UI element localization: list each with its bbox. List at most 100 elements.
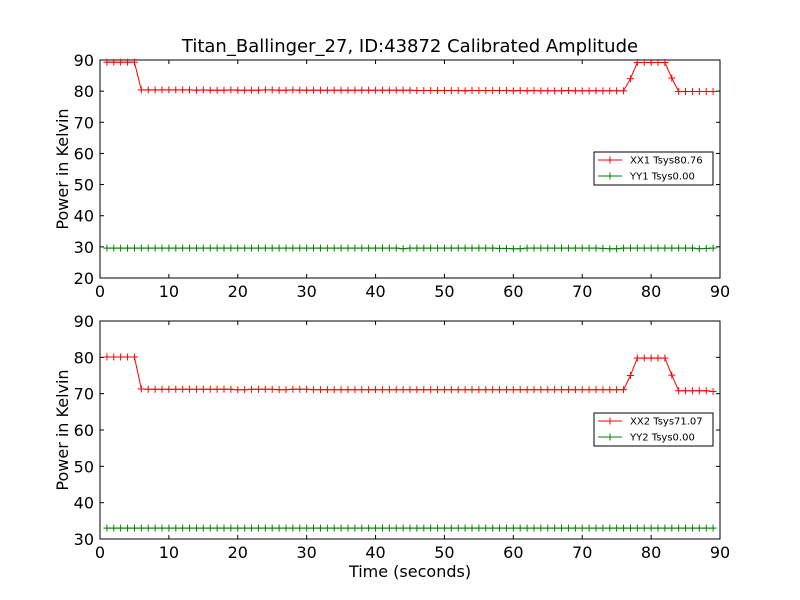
data-point (110, 524, 118, 532)
data-point (709, 387, 717, 395)
data-point (564, 386, 572, 394)
data-point (482, 87, 490, 95)
data-point (365, 244, 373, 252)
data-point (337, 386, 345, 394)
series-yy2 (103, 524, 717, 532)
axes-frame (99, 59, 721, 279)
data-point (654, 58, 662, 66)
x-axis-label: Time (seconds) (348, 562, 471, 581)
data-point (316, 524, 324, 532)
data-point (399, 524, 407, 532)
data-point (544, 244, 552, 252)
data-point (151, 385, 159, 393)
data-point (378, 386, 386, 394)
data-point (103, 244, 111, 252)
data-point (151, 524, 159, 532)
data-point (516, 524, 524, 532)
data-point (578, 87, 586, 95)
data-point (137, 385, 145, 393)
data-point (420, 87, 428, 95)
data-point (551, 87, 559, 95)
data-point (599, 386, 607, 394)
data-point (675, 87, 683, 95)
data-point (303, 524, 311, 532)
data-point (227, 86, 235, 94)
data-point (551, 244, 559, 252)
x-tick-label: 20 (228, 543, 248, 562)
data-point (124, 353, 132, 361)
data-point (640, 58, 648, 66)
data-point (351, 244, 359, 252)
data-point (179, 385, 187, 393)
data-point (385, 386, 393, 394)
data-point (420, 244, 428, 252)
data-point (544, 386, 552, 394)
data-point (496, 87, 504, 95)
data-point (695, 524, 703, 532)
data-point (427, 87, 435, 95)
legend: XX2 Tsys71.07 YY2 Tsys0.00 (593, 412, 714, 447)
data-point (392, 386, 400, 394)
data-point (633, 354, 641, 362)
data-point (606, 386, 614, 394)
data-point (289, 244, 297, 252)
x-tick-label: 40 (365, 282, 385, 301)
y-axis-label: Power in Kelvin (53, 369, 72, 490)
data-point (461, 524, 469, 532)
data-point (358, 86, 366, 94)
data-point (234, 244, 242, 252)
data-point (599, 244, 607, 252)
data-point (489, 87, 497, 95)
data-point (544, 87, 552, 95)
data-point (633, 244, 641, 252)
data-point (385, 244, 393, 252)
data-point (268, 524, 276, 532)
data-point (137, 244, 145, 252)
data-point (165, 244, 173, 252)
data-point (130, 58, 138, 66)
data-point (468, 244, 476, 252)
x-tick-label: 10 (159, 543, 179, 562)
data-point (440, 386, 448, 394)
legend-box (593, 412, 714, 447)
y-tick-label: 70 (74, 385, 94, 404)
data-point (682, 244, 690, 252)
data-point (461, 87, 469, 95)
data-point (558, 524, 566, 532)
data-point (206, 524, 214, 532)
data-point (592, 524, 600, 532)
data-point (558, 386, 566, 394)
data-point (475, 386, 483, 394)
data-point (103, 353, 111, 361)
data-point (571, 87, 579, 95)
data-point (192, 385, 200, 393)
legend-label: YY1 Tsys0.00 (629, 172, 695, 183)
data-point (482, 524, 490, 532)
data-point (261, 385, 269, 393)
y-axis-label: Power in Kelvin (53, 108, 72, 229)
data-point (337, 86, 345, 94)
y-tick-label: 60 (74, 421, 94, 440)
data-point (254, 244, 262, 252)
data-point (296, 86, 304, 94)
data-point (496, 524, 504, 532)
data-point (130, 524, 138, 532)
data-point (261, 524, 269, 532)
data-point (633, 58, 641, 66)
data-point (502, 244, 510, 252)
data-point (475, 87, 483, 95)
data-point (186, 385, 194, 393)
data-point (268, 385, 276, 393)
data-point (654, 354, 662, 362)
data-point (413, 244, 421, 252)
data-point (709, 244, 717, 252)
data-point (688, 387, 696, 395)
data-point (516, 386, 524, 394)
data-point (668, 74, 676, 82)
data-point (206, 244, 214, 252)
data-point (620, 87, 628, 95)
data-point (475, 524, 483, 532)
data-point (289, 86, 297, 94)
data-point (709, 524, 717, 532)
data-point (399, 386, 407, 394)
